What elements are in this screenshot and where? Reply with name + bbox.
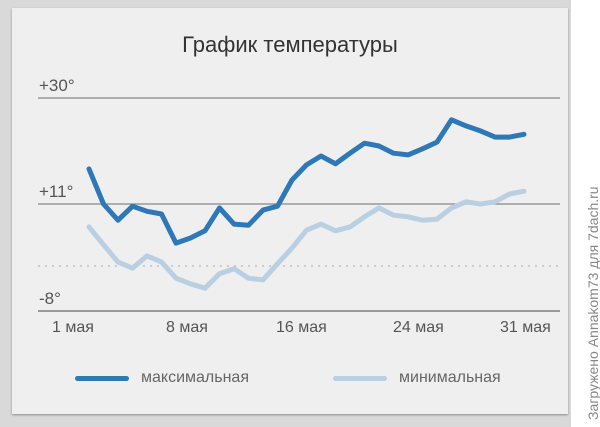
legend-label-max: максимальная [141, 369, 249, 386]
chart-card: График температуры [12, 8, 568, 414]
legend-item-min[interactable]: минимальная [333, 366, 501, 390]
legend-swatch-max [75, 375, 129, 381]
x-tick-label: 24 мая [393, 319, 444, 336]
series-max-line [86, 117, 527, 246]
watermark-strip: Загружено Annakom73 для 7dach.ru [571, 0, 600, 427]
x-tick-label: 8 мая [166, 319, 208, 336]
legend-swatch-min [333, 375, 387, 381]
legend-item-max[interactable]: максимальная [75, 366, 249, 390]
x-tick-label: 16 мая [276, 319, 327, 336]
x-tick-label: 1 мая [52, 319, 94, 336]
series-min-line [86, 188, 527, 291]
legend-label-min: минимальная [399, 369, 501, 386]
y-tick-label: +30° [39, 76, 75, 95]
y-tick-label: +11° [39, 182, 74, 201]
chart-title: График температуры [182, 32, 398, 57]
x-tick-label: 31 мая [500, 319, 551, 336]
y-tick-label: -8° [39, 289, 61, 308]
watermark-text: Загружено Annakom73 для 7dach.ru [585, 186, 600, 420]
